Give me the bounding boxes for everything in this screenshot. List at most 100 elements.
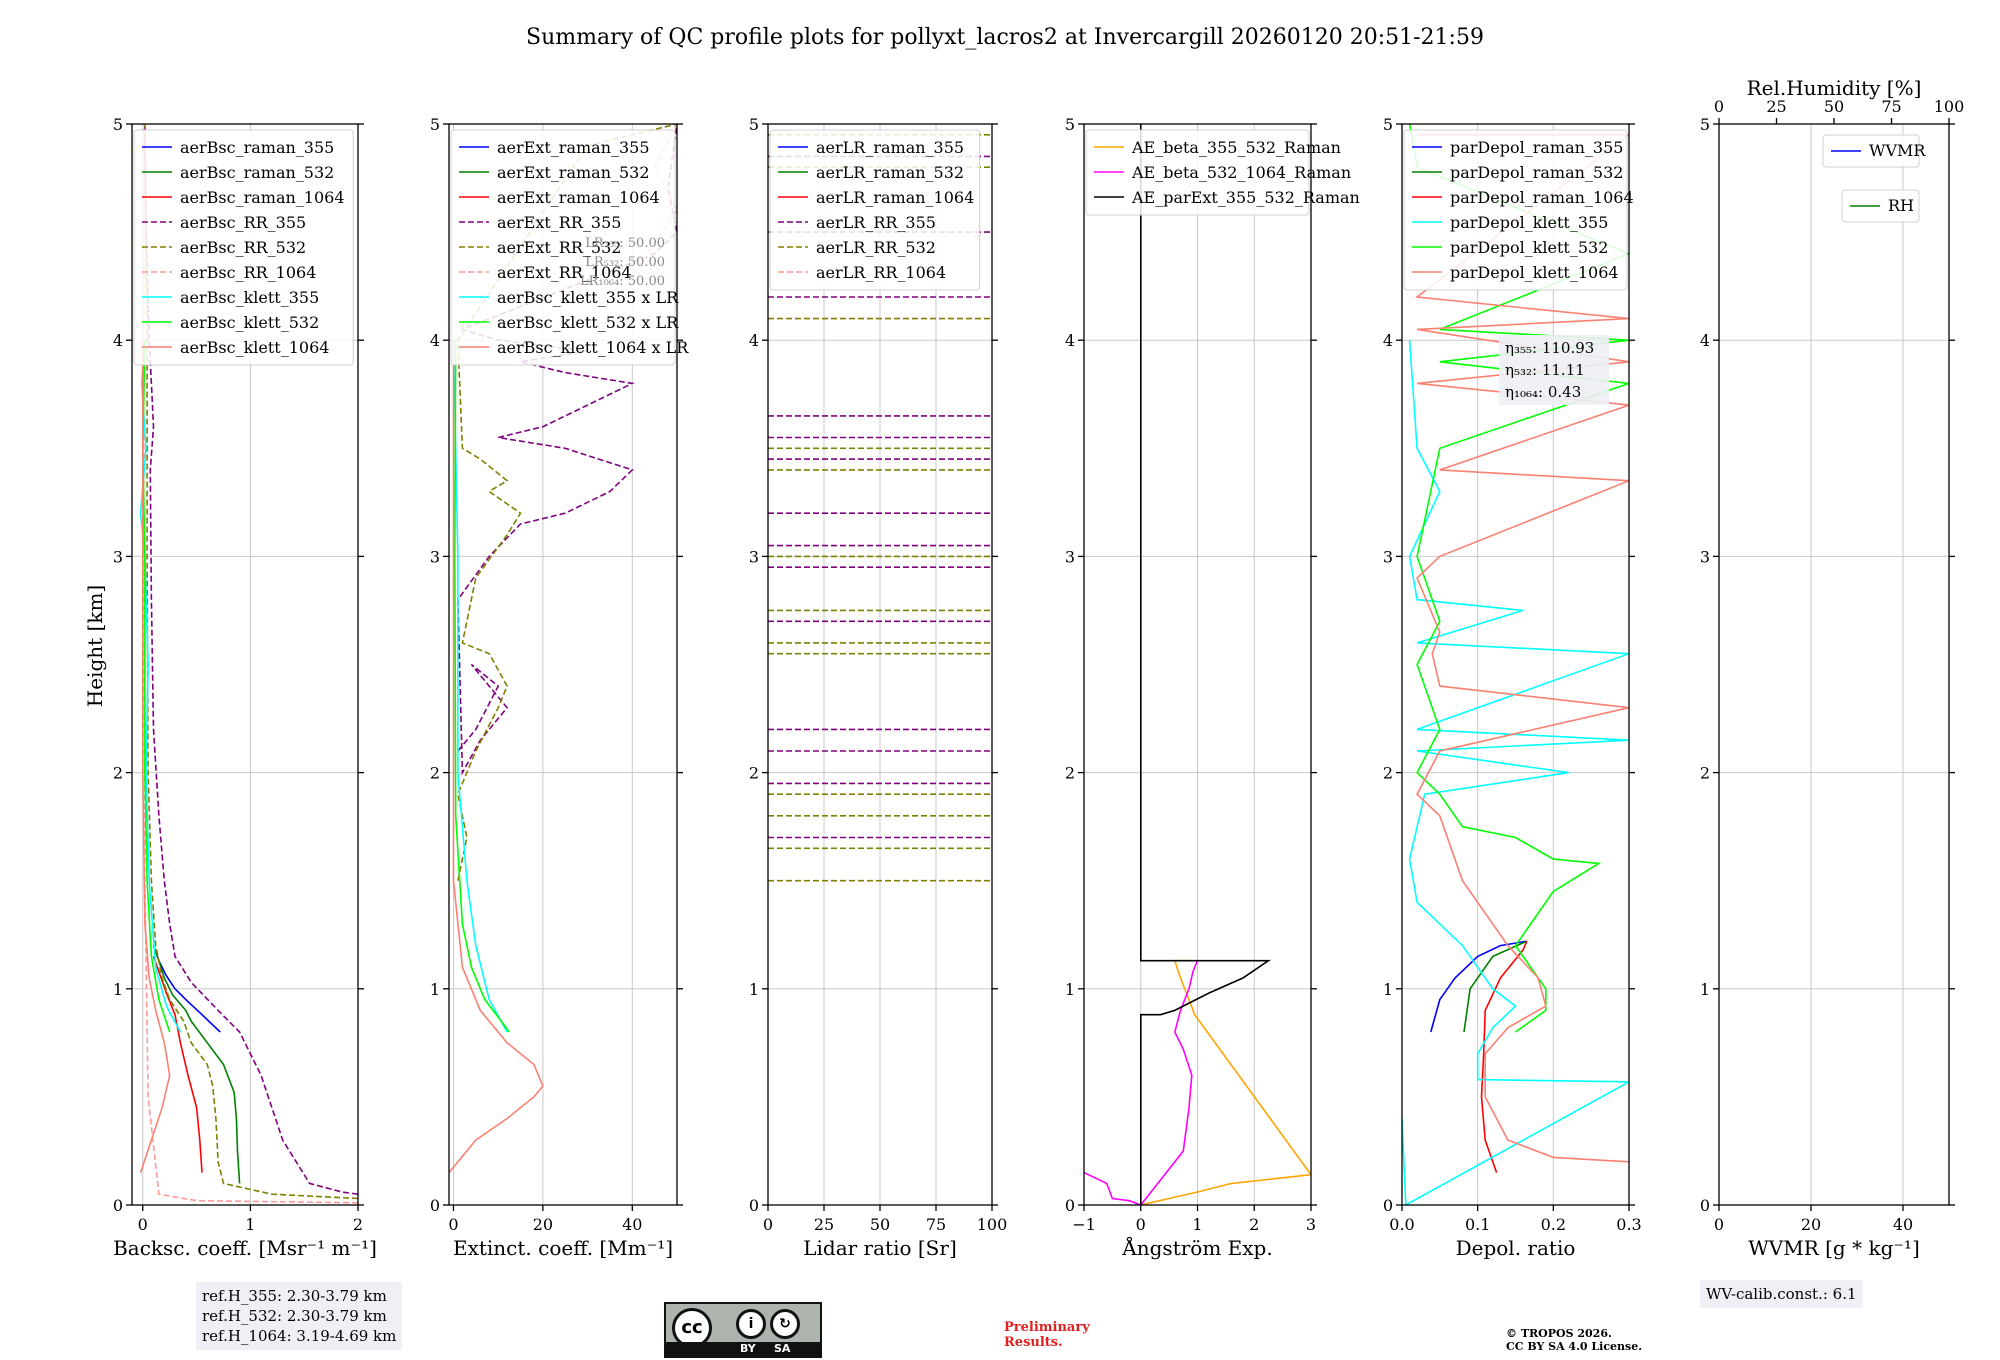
wv-calibration-constant: WV-calib.const.: 6.1 — [1706, 1285, 1857, 1303]
x-tick-label: 40 — [1893, 1215, 1913, 1234]
legend-entry: parDepol_klett_532 — [1450, 238, 1608, 257]
y-tick-label: 1 — [430, 980, 440, 999]
y-tick-label: 4 — [430, 331, 440, 350]
x-axis-label: Extinct. coeff. [Mm⁻¹] — [453, 1236, 673, 1260]
y-tick-label: 0 — [1383, 1196, 1393, 1215]
plot-frame — [131, 123, 359, 1206]
legend-entry: aerLR_RR_355 — [816, 213, 936, 232]
series-parDepol_raman_1064 — [1480, 940, 1528, 1173]
cc-license-badge: cc i ↻ BY SA — [664, 1302, 822, 1358]
series-parDepol_raman_355 — [1430, 940, 1527, 1033]
legend-entry: aerExt_raman_532 — [497, 163, 650, 182]
y-tick-label: 2 — [1065, 764, 1075, 783]
y-axis-label: Height [km] — [83, 585, 107, 707]
series-aerBsc_raman_1064 — [152, 956, 203, 1173]
legend-entry: aerLR_RR_532 — [816, 238, 936, 257]
cc-sa-label: SA — [774, 1342, 791, 1355]
legend-entry: aerBsc_RR_1064 — [180, 263, 316, 282]
legend-entry: parDepol_raman_1064 — [1450, 188, 1634, 207]
legend-entry: aerLR_raman_1064 — [816, 188, 974, 207]
x-tick-label: 25 — [814, 1215, 834, 1234]
x2-tick-label: 0 — [1714, 97, 1724, 116]
series-AE_parExt_355_532_Raman — [1140, 124, 1272, 1205]
x-tick-label: −1 — [1072, 1215, 1096, 1234]
cc-logo: cc — [672, 1308, 712, 1348]
y-tick-label: 1 — [749, 980, 759, 999]
legend-box — [1085, 129, 1310, 216]
x-axis-label: WVMR [g * kg⁻¹] — [1748, 1236, 1920, 1260]
panel-depol: 0.0 0.1 0.2 0.3 0 1 2 3 4 5 Depol. ratio parDepol_r… — [1383, 115, 1642, 1260]
x-tick-label: 1 — [1192, 1215, 1202, 1234]
y-tick-label: 3 — [1383, 547, 1393, 566]
x-tick-label: 0.3 — [1616, 1215, 1641, 1234]
x-axis-label: Backsc. coeff. [Msr⁻¹ m⁻¹] — [113, 1236, 377, 1260]
legend-entry: parDepol_klett_1064 — [1450, 263, 1619, 282]
legend-entry: aerLR_RR_1064 — [816, 263, 946, 282]
x-axis-label: Depol. ratio — [1456, 1236, 1576, 1260]
x-tick-label: 0.1 — [1465, 1215, 1490, 1234]
y-tick-label: 4 — [749, 331, 759, 350]
x2-axis-label: Rel.Humidity [%] — [1747, 76, 1922, 100]
legend-entry: aerBsc_RR_355 — [180, 213, 306, 232]
y-tick-label: 2 — [113, 764, 123, 783]
x-tick-label: 2 — [1249, 1215, 1259, 1234]
legend-entry: aerExt_RR_355 — [497, 213, 621, 232]
plot-frame — [448, 123, 678, 1206]
share-alike-icon: ↻ — [770, 1309, 800, 1339]
x-tick-label: 0 — [1136, 1215, 1146, 1234]
series-aerBsc_RR_355 — [144, 124, 358, 1195]
cc-by-label: BY — [740, 1342, 756, 1355]
x-axis-label: Lidar ratio [Sr] — [803, 1236, 957, 1260]
y-tick-label: 2 — [430, 764, 440, 783]
series-aerExt_RR_532 — [457, 124, 677, 881]
copyright-note: © TROPOS 2026. CC BY SA 4.0 License. — [1506, 1327, 1643, 1353]
eta-value: η₁₀₆₄: 0.43 — [1505, 383, 1581, 401]
x2-tick-label: 50 — [1824, 97, 1844, 116]
legend-entry: AE_parExt_355_532_Raman — [1131, 188, 1360, 207]
x-tick-label: 1 — [245, 1215, 255, 1234]
legend-box — [769, 129, 981, 291]
eta-box — [1499, 335, 1609, 405]
y-tick-label: 3 — [113, 547, 123, 566]
x2-tick-label: 100 — [1934, 97, 1965, 116]
x2-tick-label: 75 — [1881, 97, 1901, 116]
legend-entry: aerBsc_klett_355 — [180, 288, 319, 307]
series-aerBsc_RR_1064 — [143, 124, 358, 1204]
y-tick-label: 1 — [1700, 980, 1710, 999]
y-tick-label: 5 — [749, 115, 759, 134]
legend-entry: aerBsc_klett_532 — [180, 313, 319, 332]
lidar-ratio-note: LR₅₃₂: 50.00 — [585, 255, 665, 270]
y-tick-label: 2 — [1700, 764, 1710, 783]
legend-box — [133, 129, 354, 366]
y-tick-label: 5 — [430, 115, 440, 134]
legend-entry: parDepol_klett_355 — [1450, 213, 1608, 232]
y-tick-label: 4 — [1065, 331, 1075, 350]
series-aerBsc_klett_1064 x LR — [449, 340, 544, 1174]
x-axis-label: Ångström Exp. — [1121, 1235, 1272, 1260]
y-tick-label: 3 — [1065, 547, 1075, 566]
attribution-icon: i — [736, 1309, 766, 1339]
legend-entry: WVMR — [1869, 141, 1926, 160]
x-tick-label: 50 — [870, 1215, 890, 1234]
x-tick-label: 2 — [353, 1215, 363, 1234]
y-tick-label: 1 — [1383, 980, 1393, 999]
legend-entry: AE_beta_532_1064_Raman — [1131, 163, 1351, 182]
y-tick-label: 5 — [1700, 115, 1710, 134]
series-AE_beta_532_1064_Raman — [1084, 960, 1199, 1205]
panel-wv: 0 20 40 0 1 2 3 4 5 WVMR [g * kg⁻¹] 0 25 50 75 100 Rel.… — [1700, 76, 1964, 1260]
wv-calibration-box: WV-calib.const.: 6.1 — [1700, 1280, 1863, 1308]
y-tick-label: 4 — [1700, 331, 1710, 350]
series-parDepol_klett_355 — [1402, 340, 1629, 1205]
legend-entry: RH — [1888, 196, 1914, 215]
y-tick-label: 2 — [1383, 764, 1393, 783]
y-tick-label: 3 — [1700, 547, 1710, 566]
x-tick-label: 0 — [448, 1215, 458, 1234]
ref-height-355: ref.H_355: 2.30-3.79 km — [202, 1287, 387, 1305]
x-tick-label: 0 — [763, 1215, 773, 1234]
x-tick-label: 0.2 — [1541, 1215, 1566, 1234]
series-aerBsc_klett_532 — [141, 340, 171, 1033]
series-aerBsc_klett_355 — [139, 340, 182, 1033]
ref-height-1064: ref.H_1064: 3.19-4.69 km — [202, 1327, 397, 1345]
y-tick-label: 0 — [113, 1196, 123, 1215]
